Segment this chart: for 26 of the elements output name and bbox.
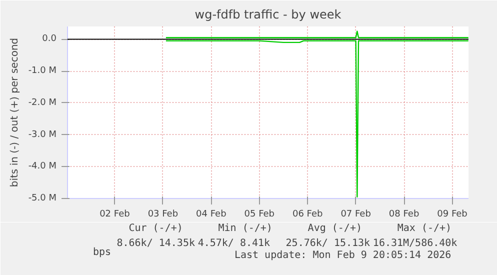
- text: 8.66k/ 14.35k: [116, 238, 195, 249]
- text: 4.57k/ 8.41k: [198, 238, 270, 249]
- y-tick-label: -4.0 M: [28, 162, 56, 172]
- text: Max (-/+): [397, 223, 452, 234]
- chart-title: wg-fdfb traffic - by week: [194, 8, 342, 22]
- text: 25.76k/ 15.13k: [286, 238, 370, 249]
- y-tick-label: -3.0 M: [28, 130, 56, 140]
- x-tick-label: 07 Feb: [340, 210, 372, 220]
- text: Avg (-/+): [308, 223, 362, 234]
- x-tick-label: 05 Feb: [244, 210, 275, 220]
- y-tick-label: -5.0 M: [28, 194, 56, 204]
- y-axis-title: bits in (-) / out (+) per second: [9, 38, 20, 188]
- x-tick-label: 06 Feb: [292, 210, 324, 220]
- y-tick-label: -1.0 M: [28, 66, 56, 76]
- x-tick-label: 02 Feb: [100, 210, 130, 220]
- text: Min (-/+): [218, 223, 272, 234]
- x-tick-label: 09 Feb: [437, 210, 468, 220]
- text: Last update: Mon Feb 9 20:05:14 2026: [234, 250, 452, 261]
- text: bps: [93, 247, 112, 258]
- x-tick-label: 04 Feb: [196, 210, 227, 220]
- x-tick-label: 03 Feb: [148, 210, 178, 220]
- y-tick-label: 0.0: [42, 34, 57, 44]
- text: 16.31M/586.40k: [372, 238, 458, 249]
- text: Cur (-/+): [128, 223, 183, 234]
- x-tick-label: 08 Feb: [388, 210, 420, 220]
- y-tick-label: -2.0 M: [28, 98, 56, 108]
